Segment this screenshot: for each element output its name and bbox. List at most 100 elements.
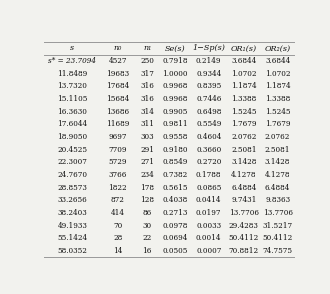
Text: 19683: 19683 [106,70,129,78]
Text: 1.7679: 1.7679 [265,120,290,128]
Text: 1.3388: 1.3388 [231,95,256,103]
Text: 15684: 15684 [106,95,129,103]
Text: 11689: 11689 [106,120,129,128]
Text: 16.3630: 16.3630 [57,108,87,116]
Text: 1.5245: 1.5245 [265,108,290,116]
Text: 0.8395: 0.8395 [196,82,221,90]
Text: 16: 16 [143,247,152,255]
Text: 303: 303 [140,133,154,141]
Text: 2.0762: 2.0762 [231,133,256,141]
Text: 14: 14 [113,247,122,255]
Text: 5729: 5729 [109,158,127,166]
Text: 1.0702: 1.0702 [265,70,290,78]
Text: 0.9968: 0.9968 [162,95,188,103]
Text: 9.8363: 9.8363 [265,196,290,204]
Text: n₀: n₀ [114,44,122,52]
Text: 22.3007: 22.3007 [57,158,87,166]
Text: 55.1424: 55.1424 [57,234,87,242]
Text: 7709: 7709 [109,146,127,153]
Text: 311: 311 [140,120,154,128]
Text: 128: 128 [140,196,154,204]
Text: 86: 86 [143,209,152,217]
Text: Se(s): Se(s) [165,44,185,52]
Text: 317: 317 [140,70,154,78]
Text: 18.9050: 18.9050 [57,133,87,141]
Text: 31.5217: 31.5217 [263,221,293,230]
Text: 0.0033: 0.0033 [196,221,221,230]
Text: 872: 872 [111,196,125,204]
Text: 2.5081: 2.5081 [265,146,290,153]
Text: 414: 414 [111,209,125,217]
Text: 11.8489: 11.8489 [57,70,87,78]
Text: 0.9344: 0.9344 [196,70,221,78]
Text: 0.4038: 0.4038 [162,196,188,204]
Text: 0.0865: 0.0865 [196,183,221,192]
Text: 1.0702: 1.0702 [231,70,257,78]
Text: 1.7679: 1.7679 [231,120,257,128]
Text: 13.7706: 13.7706 [263,209,293,217]
Text: 0.8549: 0.8549 [162,158,188,166]
Text: 291: 291 [140,146,154,153]
Text: 0.0505: 0.0505 [162,247,188,255]
Text: 6.4884: 6.4884 [265,183,290,192]
Text: 50.4112: 50.4112 [262,234,293,242]
Text: 0.2149: 0.2149 [196,57,221,65]
Text: 0.0197: 0.0197 [196,209,221,217]
Text: 0.9968: 0.9968 [162,82,188,90]
Text: 13.7706: 13.7706 [229,209,259,217]
Text: OR₁(s): OR₁(s) [231,44,257,52]
Text: 13.7320: 13.7320 [57,82,87,90]
Text: 58.0352: 58.0352 [57,247,87,255]
Text: 28.8573: 28.8573 [57,183,87,192]
Text: 0.2720: 0.2720 [196,158,221,166]
Text: 49.1933: 49.1933 [57,221,87,230]
Text: s* = 23.7094: s* = 23.7094 [49,57,96,65]
Text: 28: 28 [113,234,122,242]
Text: 0.6498: 0.6498 [196,108,221,116]
Text: 17.6044: 17.6044 [57,120,87,128]
Text: 1.1874: 1.1874 [265,82,290,90]
Text: 234: 234 [140,171,154,179]
Text: 0.3660: 0.3660 [196,146,221,153]
Text: 250: 250 [140,57,154,65]
Text: 0.5549: 0.5549 [196,120,221,128]
Text: 24.7670: 24.7670 [57,171,87,179]
Text: 0.0978: 0.0978 [162,221,188,230]
Text: 0.0694: 0.0694 [162,234,188,242]
Text: 0.4604: 0.4604 [196,133,221,141]
Text: 70: 70 [113,221,122,230]
Text: 4.1278: 4.1278 [265,171,290,179]
Text: 17684: 17684 [106,82,129,90]
Text: 30: 30 [143,221,152,230]
Text: 314: 314 [140,108,154,116]
Text: 20.4525: 20.4525 [57,146,87,153]
Text: 316: 316 [140,82,154,90]
Text: 0.7446: 0.7446 [196,95,221,103]
Text: 1.0000: 1.0000 [162,70,188,78]
Text: 3.1428: 3.1428 [231,158,256,166]
Text: 13686: 13686 [106,108,129,116]
Text: 0.1788: 0.1788 [196,171,221,179]
Text: 1.1874: 1.1874 [231,82,257,90]
Text: 0.9180: 0.9180 [162,146,188,153]
Text: n₁: n₁ [143,44,151,52]
Text: 1822: 1822 [109,183,127,192]
Text: 0.7918: 0.7918 [162,57,188,65]
Text: 3.1428: 3.1428 [265,158,290,166]
Text: 271: 271 [140,158,154,166]
Text: 4527: 4527 [109,57,127,65]
Text: 316: 316 [140,95,154,103]
Text: 0.0007: 0.0007 [196,247,221,255]
Text: 74.7575: 74.7575 [263,247,293,255]
Text: 0.0414: 0.0414 [196,196,221,204]
Text: 33.2656: 33.2656 [57,196,87,204]
Text: 0.7382: 0.7382 [162,171,188,179]
Text: 4.1278: 4.1278 [231,171,257,179]
Text: 1−Sp(s): 1−Sp(s) [192,44,225,52]
Text: 29.4283: 29.4283 [229,221,259,230]
Text: 6.4884: 6.4884 [231,183,256,192]
Text: 1.5245: 1.5245 [231,108,257,116]
Text: 1.3388: 1.3388 [265,95,290,103]
Text: 0.9811: 0.9811 [162,120,188,128]
Text: 22: 22 [143,234,152,242]
